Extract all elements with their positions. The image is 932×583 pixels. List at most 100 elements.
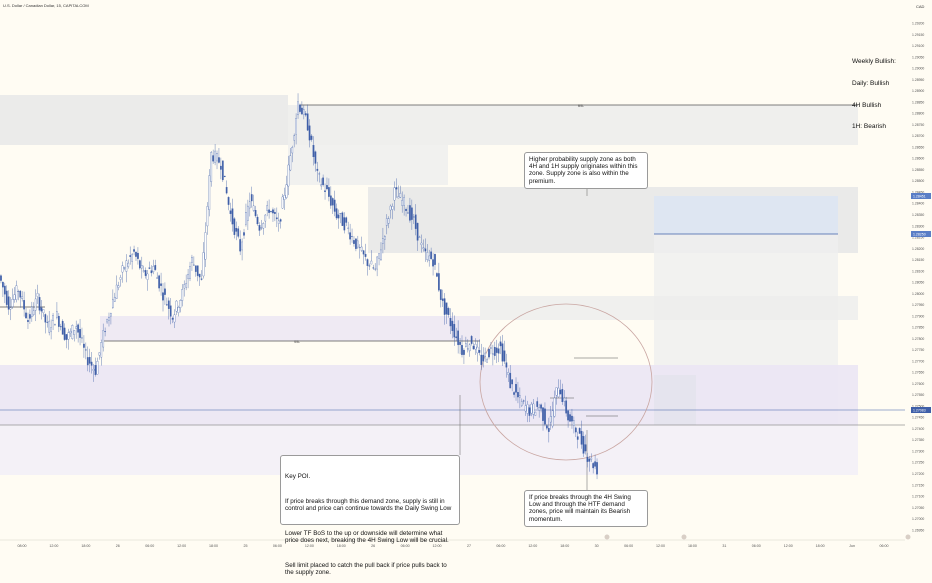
candle-body xyxy=(210,151,213,182)
price-tick-label: 1.28450 xyxy=(912,190,924,194)
candle-body xyxy=(61,320,64,335)
key-poi-note[interactable]: Key POI. If price breaks through this de… xyxy=(280,455,460,576)
price-tick-label: 1.27700 xyxy=(912,359,924,363)
candle-body xyxy=(468,344,471,352)
bias-daily: Daily: Bullish xyxy=(852,80,890,88)
candle-body xyxy=(513,392,515,395)
candle-body xyxy=(439,289,442,300)
candle-body xyxy=(208,175,211,210)
candle-body xyxy=(395,187,398,190)
candle-body xyxy=(266,205,269,211)
price-tag-1-text: 1.28451 xyxy=(913,195,926,199)
time-tick-label: 06:00 xyxy=(496,544,505,548)
time-tick-label: 12:00 xyxy=(49,544,58,548)
candle-body xyxy=(353,240,355,244)
candle-body xyxy=(40,307,43,312)
candle-body xyxy=(544,408,546,425)
candle-body xyxy=(196,265,199,276)
price-tick-label: 1.28950 xyxy=(912,78,924,82)
candle-body xyxy=(148,267,151,269)
candle-body xyxy=(166,304,168,306)
candle-body xyxy=(177,307,180,313)
price-tick-label: 1.28200 xyxy=(912,247,924,251)
price-tick-label: 1.27650 xyxy=(912,371,924,375)
currency-label: CAD xyxy=(916,4,925,9)
candle-body xyxy=(127,262,130,267)
candle-body xyxy=(590,457,593,460)
candle-body xyxy=(546,425,548,429)
candle-body xyxy=(320,184,323,187)
candle-body xyxy=(559,389,562,395)
bias-panel: Weekly Bullish: Daily: Bullish 4H Bullis… xyxy=(852,44,896,138)
break-note[interactable]: If price breaks through the 4H Swing Low… xyxy=(524,490,648,527)
candle-body xyxy=(250,194,253,202)
time-tick-label: Jun xyxy=(849,544,855,548)
candle-body xyxy=(56,311,58,318)
candle-body xyxy=(380,249,382,260)
candle-body xyxy=(385,218,388,226)
price-tick-label: 1.28700 xyxy=(912,134,924,138)
settings-icon[interactable] xyxy=(905,534,911,540)
time-axis-ticks: 08:00 12:00 18:00 26 06:00 12:00 18:00 25 06:00 1… xyxy=(18,544,889,548)
candle-body xyxy=(316,168,319,171)
price-tick-label: 1.27950 xyxy=(912,303,924,307)
candle-body xyxy=(416,222,419,241)
candle-body xyxy=(83,343,85,348)
candle-body xyxy=(337,214,340,219)
price-tick-label: 1.27800 xyxy=(912,337,924,341)
candle-body xyxy=(137,252,139,259)
candle-body xyxy=(368,265,371,267)
time-axis[interactable] xyxy=(0,540,932,550)
price-chart[interactable]: BSL SSL 1.292001.291501.291001.290501.29… xyxy=(0,0,932,550)
candle-body xyxy=(331,198,334,206)
time-tick-label: 18:00 xyxy=(337,544,346,548)
candle-body xyxy=(225,187,228,194)
candle-body xyxy=(77,324,79,333)
candle-body xyxy=(115,284,118,299)
candle-body xyxy=(117,285,120,288)
supply-note[interactable]: Higher probability supply zone as both 4… xyxy=(524,152,648,189)
candle-body xyxy=(119,277,122,280)
candle-body xyxy=(322,177,324,186)
candle-body xyxy=(538,407,541,411)
candle-body xyxy=(594,461,596,467)
candle-body xyxy=(274,212,276,214)
candle-body xyxy=(289,155,292,171)
candle-body xyxy=(164,288,166,295)
candle-body xyxy=(106,319,108,323)
price-tick-label: 1.29150 xyxy=(912,33,924,37)
candle-body xyxy=(582,436,585,454)
price-tick-label: 1.28850 xyxy=(912,100,924,104)
flag-icon[interactable] xyxy=(604,534,610,540)
candle-body xyxy=(399,192,402,198)
candle-body xyxy=(218,157,220,163)
price-tick-label: 1.27150 xyxy=(912,483,924,487)
candle-body xyxy=(301,107,303,115)
candle-body xyxy=(79,329,81,338)
candle-body xyxy=(397,196,400,199)
candle-body xyxy=(517,392,519,398)
candle-body xyxy=(241,241,243,251)
candle-body xyxy=(200,278,203,280)
time-tick-label: 18:00 xyxy=(816,544,825,548)
price-tick-label: 1.28350 xyxy=(912,213,924,217)
candle-body xyxy=(580,430,583,445)
price-tag-1 xyxy=(911,193,931,199)
price-tick-label: 1.27900 xyxy=(912,314,924,318)
candle-body xyxy=(563,397,566,402)
price-axis[interactable] xyxy=(905,0,932,540)
candle-body xyxy=(92,369,95,371)
candle-body xyxy=(181,289,184,301)
candle-body xyxy=(328,187,330,197)
candle-body xyxy=(247,205,249,221)
candle-body xyxy=(324,190,326,192)
candle-body xyxy=(17,291,20,292)
candle-body xyxy=(237,228,240,237)
candle-body xyxy=(0,275,2,281)
candle-body xyxy=(46,321,49,323)
settings-icon[interactable] xyxy=(681,534,687,540)
time-tick-label: 18:00 xyxy=(688,544,697,548)
candle-body xyxy=(256,216,259,225)
price-tick-label: 1.27100 xyxy=(912,495,924,499)
